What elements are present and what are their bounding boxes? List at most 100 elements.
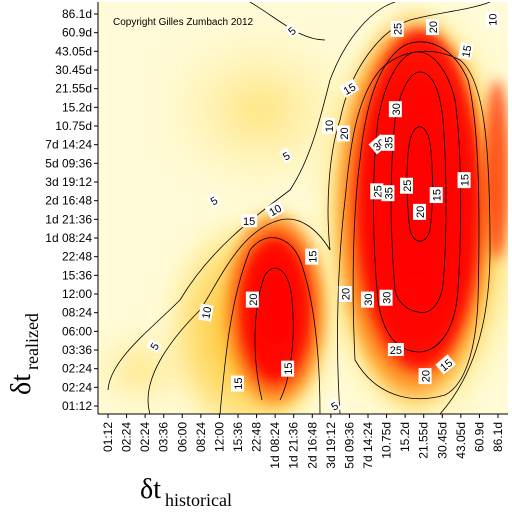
copyright-text: Copyright Gilles Zumbach 2012 [113, 17, 254, 28]
contour-label-text: 20 [428, 21, 440, 33]
contour-30 [390, 71, 447, 313]
contour-lines [107, 2, 491, 414]
contour-label-bg [458, 42, 474, 61]
x-tick-label: 30.45d [435, 422, 449, 459]
y-tick-label: 3d 19:12 [45, 175, 92, 189]
y-tick-label: 5d 09:36 [45, 156, 92, 170]
contour-20-left [254, 267, 294, 401]
contour-label-text: 25 [402, 180, 414, 192]
contour-label-text: 30 [382, 292, 394, 304]
contour-label-text: 35 [383, 187, 395, 199]
contour-label-bg [413, 203, 426, 220]
contour-label-text: 5 [329, 400, 340, 413]
contour-label-bg [418, 368, 432, 385]
x-tick-label: 01:12 [101, 422, 115, 452]
x-tick-label: 21.55d [417, 422, 431, 459]
axes [97, 2, 508, 415]
y-axis-title-symbol: δt [6, 374, 37, 395]
contour-label: 30 [379, 289, 394, 306]
contour-label: 20 [245, 291, 260, 308]
contour-label-text: 20 [339, 127, 351, 139]
contour-label-bg [361, 291, 374, 308]
contour-20-right [352, 41, 480, 400]
contour-label: 5 [146, 338, 162, 354]
contour-label-bg [264, 199, 286, 220]
x-tick-label: 43.05d [454, 422, 468, 459]
x-tick-label: 02:24 [120, 422, 134, 452]
y-tick-label: 02:24 [62, 362, 92, 376]
contour-35 [406, 126, 433, 242]
svg-text:δt historical: δt historical [140, 474, 232, 510]
contour-10-left [147, 218, 331, 414]
contour-label: 10 [322, 118, 336, 134]
contour-label-text: 15 [307, 251, 319, 263]
contour-label: 30 [388, 101, 403, 118]
contour-label: 10 [485, 11, 499, 28]
contour-label-bg [245, 291, 259, 308]
contour-label: 15 [305, 248, 319, 265]
contour-label-bg [338, 286, 352, 302]
contour-label-bg [379, 289, 393, 306]
y-tick-label: 1d 08:24 [45, 231, 92, 245]
contour-label-bg [336, 125, 350, 142]
x-tick-label: 08:24 [194, 422, 208, 452]
contour-label: 15 [231, 375, 245, 392]
contour-label-text: 30 [363, 293, 375, 305]
contour-label-text: 20 [421, 370, 433, 382]
y-tick-label: 7d 14:24 [45, 138, 92, 152]
x-axis-title-symbol: δt [140, 474, 161, 505]
contour-label-bg [457, 172, 471, 189]
contour-label-bg [390, 20, 404, 37]
contour-label-bg [231, 375, 244, 392]
contour-label-bg [387, 343, 404, 356]
contour-label-bg [146, 338, 162, 354]
x-tick-label: 1d 08:24 [268, 422, 282, 469]
y-tick-label: 15.2d [62, 100, 92, 114]
y-axis-title-subscript: realized [22, 313, 42, 370]
contour-label-text: 5 [149, 341, 162, 352]
x-tick-label: 03:36 [157, 422, 171, 452]
contour-label-bg [278, 147, 294, 164]
contour-label: 10 [264, 199, 286, 220]
contour-15-left [219, 237, 321, 414]
y-tick-label: 01:12 [62, 399, 92, 413]
contour-label-text: 15 [243, 216, 255, 228]
y-axis-title: δt realized [6, 313, 42, 395]
contour-label: 5 [327, 397, 342, 414]
contour-label-bg [400, 177, 413, 194]
contour-label-text: 20 [341, 288, 353, 300]
x-tick-label: 22:48 [250, 422, 264, 452]
y-tick-label: 06:00 [62, 324, 92, 338]
contour-labels: 5 10 5 5 5 5 10 10 10 15 15 15 15 15 15 15 15 20 20 20 20 20 2… [146, 11, 499, 414]
contour-label-text: 25 [372, 185, 384, 197]
contour-label-text: 15 [460, 174, 472, 186]
contour-label-text: 15 [283, 363, 295, 375]
heat-field [98, 2, 508, 414]
contour-label: 35 [381, 134, 395, 151]
contour-label-bg [429, 187, 443, 204]
y-tick-label: 12:00 [62, 287, 92, 301]
contour-label-text: 25 [393, 23, 405, 35]
contour-label-bg [435, 354, 456, 375]
x-tick-label: 1d 21:36 [287, 422, 301, 469]
contour-label-text: 35 [383, 137, 395, 149]
contour-label-text: 10 [267, 203, 284, 220]
contour-label-text: 15 [460, 44, 474, 58]
contour-label-bg [283, 22, 300, 39]
contour-label: 25 [370, 183, 384, 200]
contour-label: 5 [206, 192, 221, 208]
contour-label: 20 [418, 368, 433, 385]
y-tick-label: 30.45d [55, 63, 92, 77]
contour-label-text: 10 [487, 13, 499, 25]
y-tick-label: 03:36 [62, 343, 92, 357]
x-axis-ticks: 01:12 02:24 02:24 03:36 06:00 08:24 12:00 15:36… [101, 414, 505, 469]
contour-label-text: 25 [390, 345, 402, 357]
contour-label: 20 [338, 286, 353, 302]
contour-label: 25 [387, 343, 404, 357]
x-tick-label: 86.1d [491, 422, 505, 452]
svg-text:δt realized: δt realized [6, 313, 42, 395]
y-tick-label: 08:24 [62, 306, 92, 320]
contour-label-text: 30 [391, 103, 403, 115]
contour-label-bg [327, 397, 342, 414]
